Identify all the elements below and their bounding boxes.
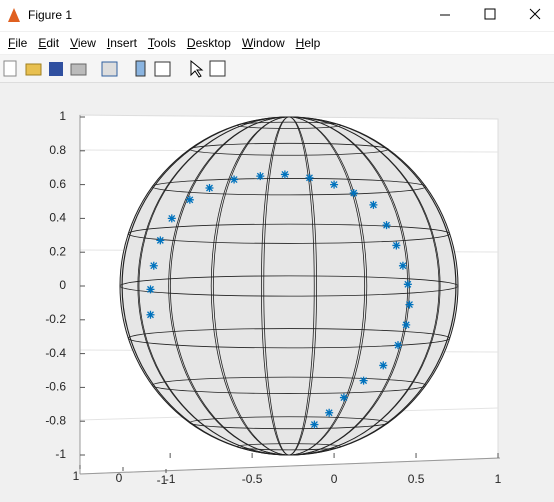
x-tick-label: -1 (165, 472, 176, 486)
toolbar (0, 55, 554, 83)
sphere-mesh (119, 116, 459, 456)
z-tick-label: 0 (116, 471, 123, 485)
parallel (151, 178, 427, 196)
marker (146, 310, 155, 319)
menu-item[interactable]: Window (241, 36, 285, 50)
marker (280, 170, 289, 179)
x-tick-label: 0 (331, 472, 338, 486)
y-tick-label: 1 (59, 109, 66, 123)
marker (325, 408, 334, 417)
y-tick-label: -0.4 (45, 346, 66, 360)
pointer-icon[interactable] (190, 59, 204, 78)
y-tick-label: -1 (55, 447, 66, 461)
y-tick-label: -0.6 (45, 380, 66, 394)
marker (185, 195, 194, 204)
z-tick-label: -1 (157, 473, 168, 487)
menu-item[interactable]: Edit (38, 36, 60, 50)
menu-item[interactable]: Desktop (186, 36, 231, 50)
marker (146, 285, 155, 294)
menu-item[interactable]: Tools (147, 36, 176, 50)
parallel (127, 328, 451, 349)
colorbar-icon[interactable] (135, 60, 146, 77)
marker (398, 261, 407, 270)
x-tick-label: -0.5 (242, 472, 263, 486)
print-icon[interactable] (70, 63, 87, 76)
title-bar: Figure 1 (0, 0, 554, 31)
close[interactable] (529, 8, 541, 20)
title-icons (8, 8, 541, 22)
marker (402, 320, 411, 329)
legend-icon[interactable] (154, 61, 171, 77)
y-tick-label: -0.2 (45, 312, 66, 326)
meridian (260, 116, 318, 456)
marker (310, 420, 319, 429)
marker (369, 200, 378, 209)
menu-item[interactable]: View (70, 36, 96, 50)
parallel (127, 223, 451, 244)
marker (379, 361, 388, 370)
panel-icon[interactable] (209, 60, 226, 77)
y-tick-label: 0.4 (49, 211, 66, 225)
y-tick-label: -0.8 (45, 413, 66, 427)
parallel (119, 275, 459, 297)
marker (330, 180, 339, 189)
parallel (151, 376, 427, 394)
x-tick-label: 0.5 (408, 472, 425, 486)
marker (349, 189, 358, 198)
menu-item[interactable]: Help (295, 36, 321, 50)
menu-item[interactable]: File (8, 36, 28, 50)
marker (205, 183, 214, 192)
marker (392, 241, 401, 250)
marker (382, 221, 391, 230)
marker (256, 172, 265, 181)
z-tick-label: 1 (73, 469, 80, 483)
menu-item[interactable]: Insert (106, 36, 137, 50)
open-icon[interactable] (25, 63, 42, 76)
app-icon (8, 8, 20, 22)
marker (405, 300, 414, 309)
maximize[interactable] (484, 8, 496, 20)
marker (359, 376, 368, 385)
marker (305, 173, 314, 182)
x-tick-label: 1 (495, 472, 502, 486)
y-tick-label: 0.8 (49, 143, 66, 157)
parallel (189, 416, 389, 430)
menu-bar: File Edit View Insert Tools Desktop Window Help (0, 32, 554, 54)
marker (230, 175, 239, 184)
parallel (189, 142, 389, 156)
marker (167, 214, 176, 223)
y-tick-label: 0.6 (49, 177, 66, 191)
save-icon[interactable] (49, 62, 63, 76)
marker (394, 341, 403, 350)
y-tick-label: 0.2 (49, 244, 66, 258)
marker (156, 236, 165, 245)
link-icon[interactable] (101, 61, 118, 77)
marker (149, 261, 158, 270)
toolbar-icons (3, 59, 226, 78)
marker (339, 393, 348, 402)
y-tick-label: 0 (59, 278, 66, 292)
marker (403, 280, 412, 289)
new-icon[interactable] (3, 60, 17, 77)
window-title: Figure 1 (28, 8, 73, 22)
